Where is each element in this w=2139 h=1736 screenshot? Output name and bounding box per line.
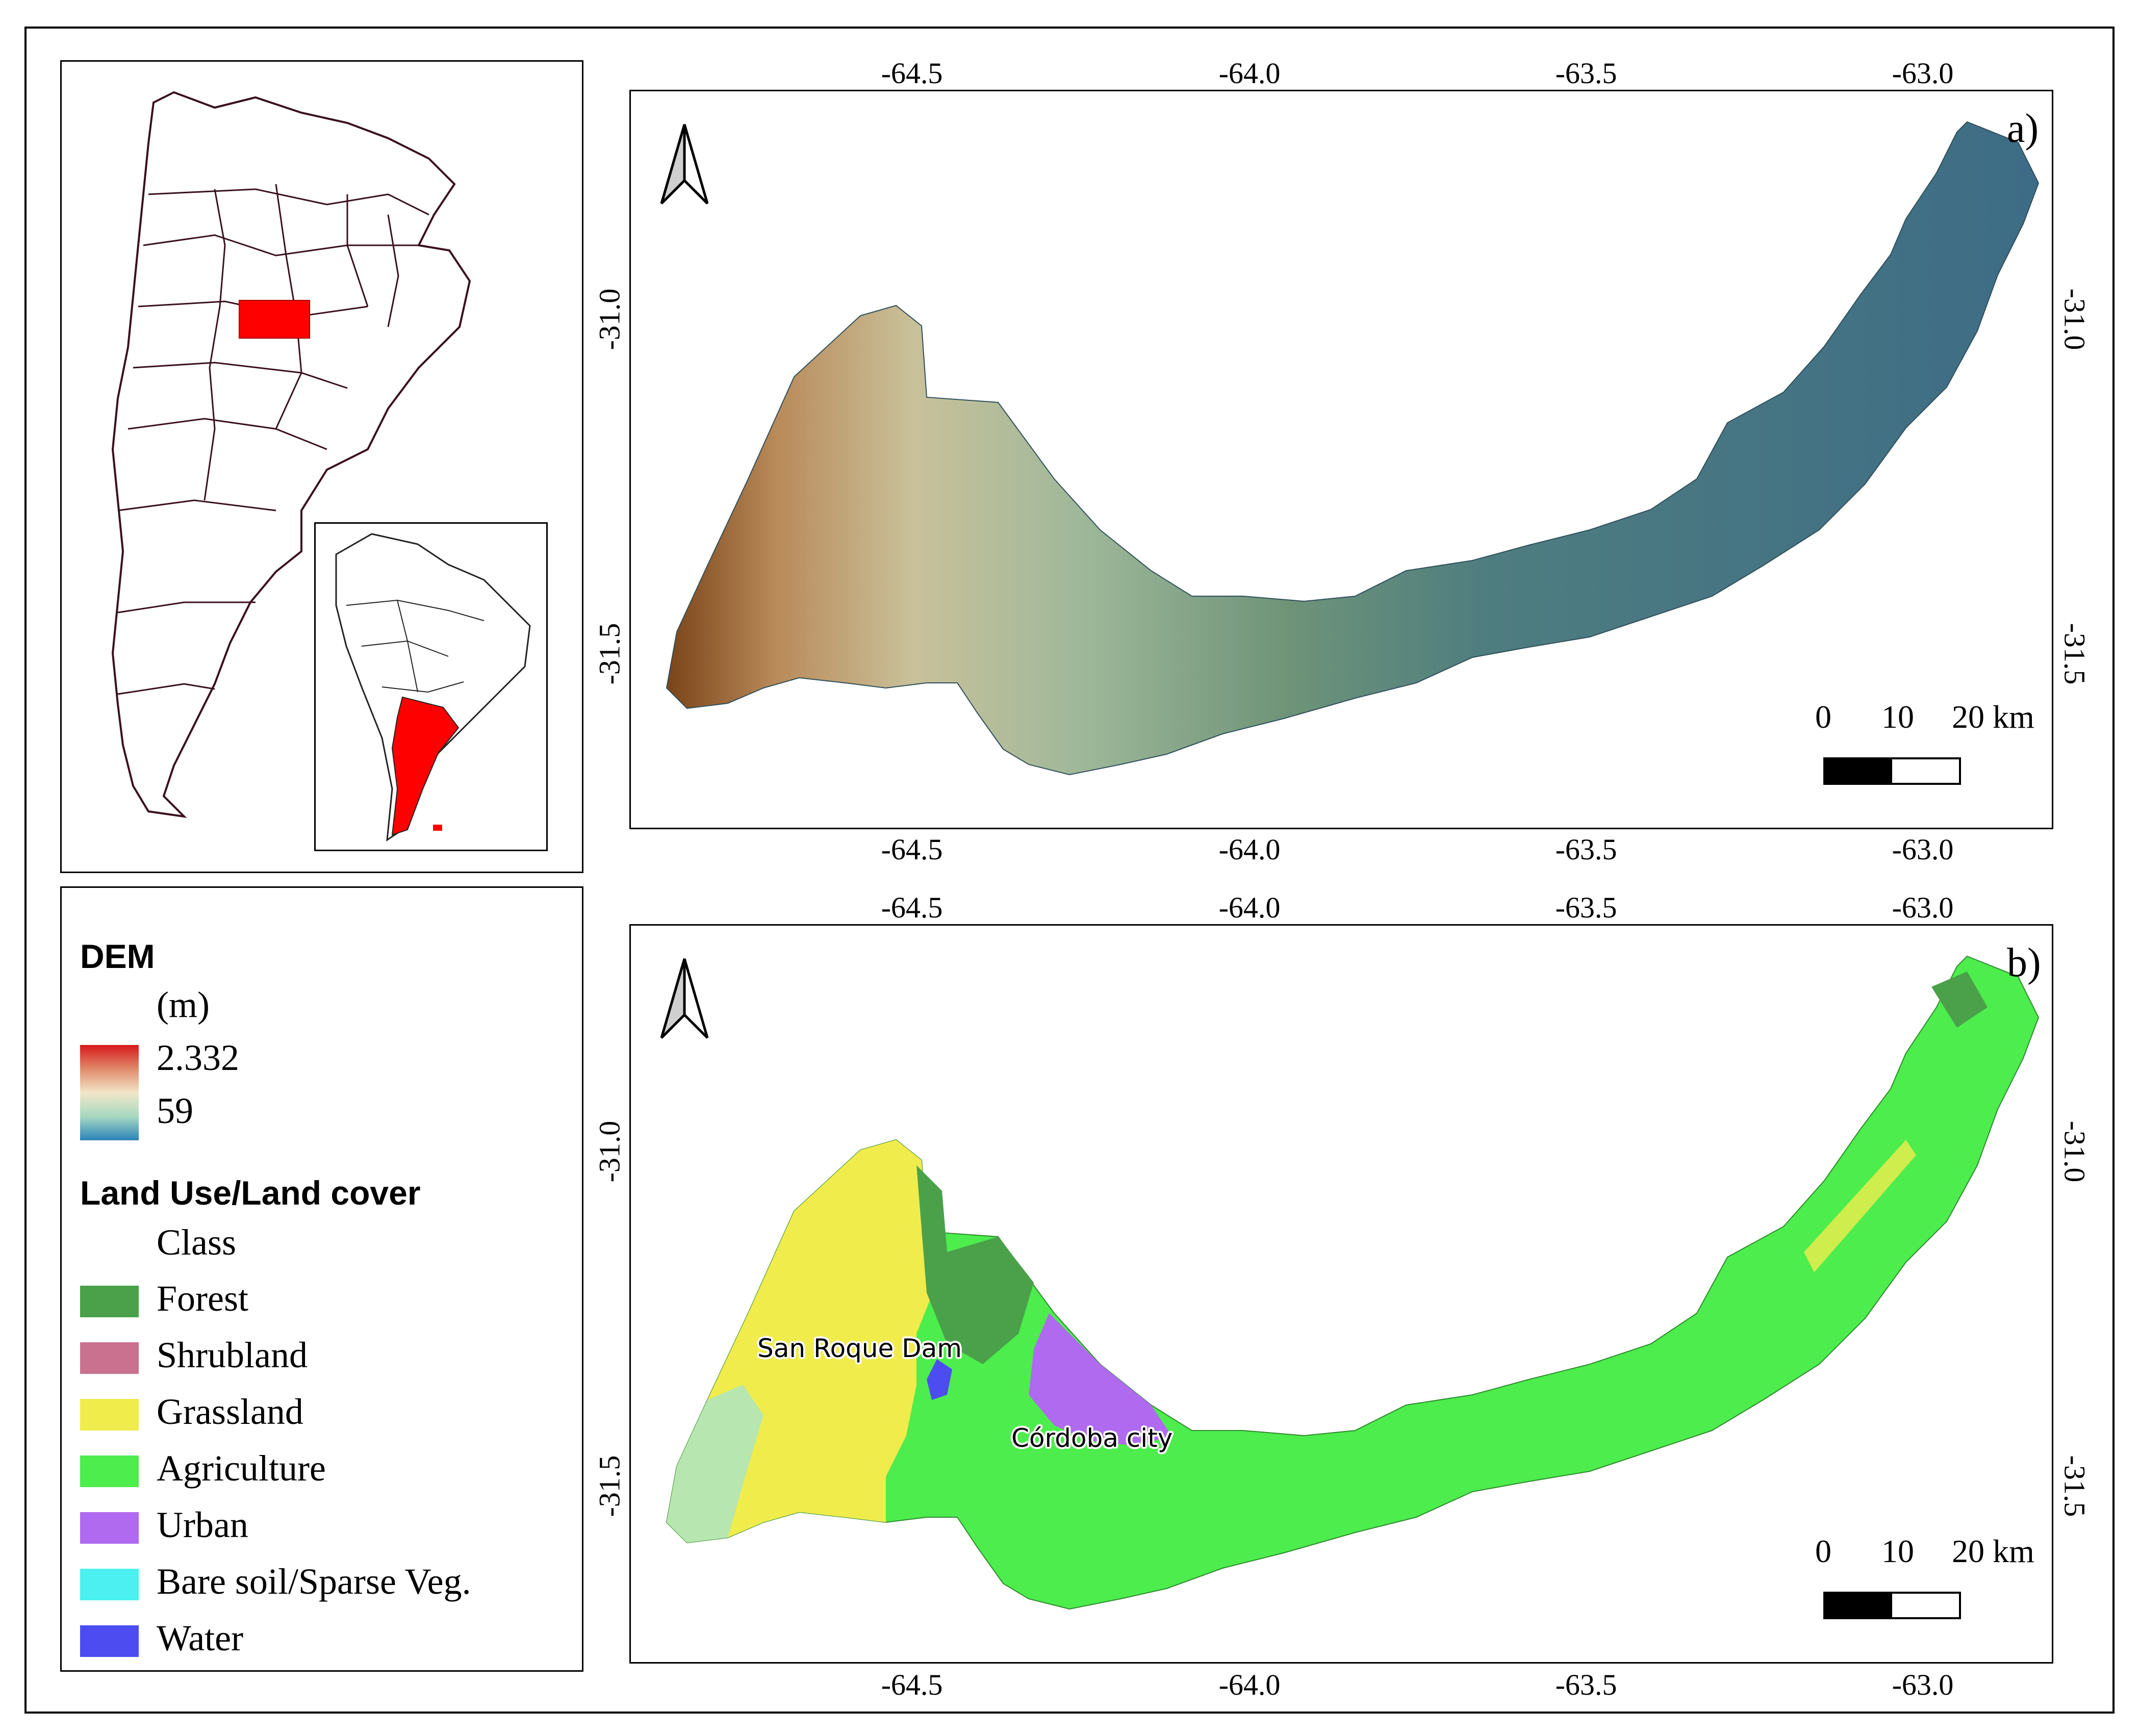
legend-label-forest: Forest: [157, 1278, 248, 1319]
panel-a-map: a) 0 10 20 km: [629, 90, 2053, 829]
scale-b-10: 10: [1881, 1533, 1914, 1569]
panel-a-left-tick: -31.5: [593, 623, 626, 685]
study-area-marker: [239, 300, 310, 339]
dem-map: [666, 121, 2040, 776]
basin-dem: [666, 121, 2040, 776]
forest-zone: [916, 1165, 1034, 1364]
north-arrow-icon: [660, 958, 709, 1039]
water-san-roque: [927, 1359, 952, 1400]
scale-a-10: 10: [1881, 699, 1914, 735]
north-arrow-icon: [660, 124, 709, 205]
panel-b-map: b) San Roque Dam Córdoba city 0 10 20 km: [629, 924, 2053, 1664]
panel-a-bottom-tick: -64.0: [1218, 833, 1281, 866]
panel-b-top-tick: -63.5: [1555, 891, 1617, 924]
legend-label-urban: Urban: [157, 1504, 248, 1545]
legend-label-agriculture: Agriculture: [157, 1448, 326, 1489]
panel-b-left-tick: -31.0: [593, 1120, 626, 1183]
san-roque-dam-label: San Roque Dam: [757, 1334, 962, 1363]
legend-label-shrubland: Shrubland: [157, 1335, 308, 1375]
scale-bar-a: [1823, 757, 1961, 785]
legend: DEM (m) 2.332 59 Land Use/Land cover Cla…: [60, 886, 583, 1672]
panel-a-right-tick: -31.0: [2058, 288, 2092, 350]
panel-a-top-tick: -63.5: [1555, 57, 1617, 90]
south-america-inset: [314, 522, 548, 851]
scale-b-20: 20 km: [1952, 1533, 2034, 1569]
south-america-map: [335, 533, 531, 842]
legend-swatch-shrubland: [80, 1342, 139, 1374]
dem-unit: (m): [157, 984, 210, 1025]
urban-zone: [1029, 1313, 1172, 1446]
panel-a-bottom-tick: -64.5: [881, 833, 943, 866]
basin-lulc-agriculture: [666, 955, 2040, 1610]
dem-min-label: 59: [157, 1090, 193, 1131]
legend-swatch-agriculture: [80, 1456, 139, 1487]
legend-label-water: Water: [157, 1618, 244, 1658]
panel-b-left-tick: -31.5: [593, 1455, 626, 1517]
forest-patches: [1931, 972, 1988, 1028]
legend-swatch-water: [80, 1625, 139, 1657]
panel-a-bottom-tick: -63.5: [1555, 833, 1617, 866]
scale-b-0: 0: [1815, 1533, 1831, 1569]
bare-soil-zone: [667, 1385, 763, 1543]
lulc-subtitle: Class: [157, 1222, 237, 1263]
panel-b-right-tick: -31.5: [2058, 1455, 2092, 1517]
locator-map: [60, 60, 583, 873]
panel-b-bottom-tick: -64.5: [881, 1668, 943, 1701]
grassland-strip: [1804, 1140, 1916, 1272]
legend-swatch-bare-soil-sparse-veg-: [80, 1569, 139, 1600]
panel-b-top-tick: -64.5: [881, 891, 943, 924]
legend-swatch-urban: [80, 1512, 139, 1544]
panel-a-bottom-tick: -63.0: [1892, 833, 1954, 866]
argentina-map: [111, 91, 471, 818]
dem-max-label: 2.332: [157, 1037, 239, 1078]
panel-b-bottom-tick: -64.0: [1218, 1668, 1281, 1701]
panel-a-left-tick: -31.0: [593, 288, 626, 350]
dem-legend-title: DEM: [80, 937, 155, 975]
lulc-legend-title: Land Use/Land cover: [80, 1174, 421, 1212]
panel-b-bottom-tick: -63.0: [1892, 1668, 1954, 1701]
panel-b-top-tick: -63.0: [1892, 891, 1954, 924]
legend-label-bare-soil-sparse-veg-: Bare soil/Sparse Veg.: [157, 1561, 471, 1602]
legend-label-grassland: Grassland: [157, 1391, 303, 1432]
legend-swatch-forest: [80, 1286, 139, 1317]
scale-a-0: 0: [1815, 699, 1831, 735]
panel-a-top-tick: -64.5: [881, 57, 943, 90]
argentina-highlight: [391, 696, 460, 836]
scale-a-20: 20 km: [1952, 699, 2034, 735]
legend-swatch-grassland: [80, 1399, 139, 1431]
panel-a-label: a): [2007, 106, 2039, 151]
panel-a-top-tick: -64.0: [1218, 57, 1281, 90]
cordoba-city-label: Córdoba city: [1011, 1423, 1173, 1453]
panel-a-top-tick: -63.0: [1892, 57, 1954, 90]
argentina-outline: [111, 91, 471, 818]
panel-b-bottom-tick: -63.5: [1555, 1668, 1617, 1701]
dem-color-ramp: [80, 1045, 139, 1140]
scale-bar-b: [1823, 1592, 1961, 1619]
land-cover-map: [666, 955, 2040, 1610]
panel-b-top-tick: -64.0: [1218, 891, 1281, 924]
panel-b-right-tick: -31.0: [2058, 1120, 2092, 1183]
panel-a-right-tick: -31.5: [2058, 623, 2092, 685]
panel-b-label: b): [2007, 940, 2041, 985]
